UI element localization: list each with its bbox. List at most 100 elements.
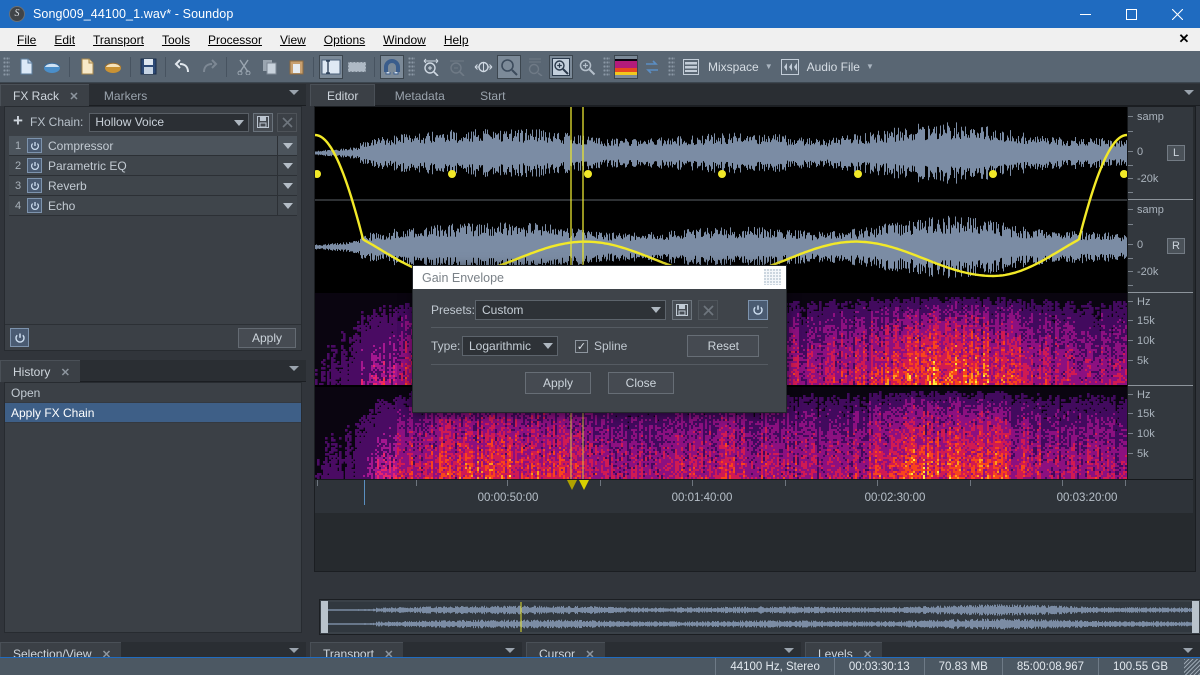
delete-chain-icon[interactable] xyxy=(277,112,297,132)
fx-apply-button[interactable]: Apply xyxy=(238,327,296,348)
power-icon[interactable] xyxy=(27,198,42,213)
toolbar-grip[interactable] xyxy=(3,56,10,77)
channel-badge-l[interactable]: L xyxy=(1167,145,1185,161)
waveform-view[interactable] xyxy=(315,107,1127,293)
fx-chain-select[interactable]: Hollow Voice xyxy=(89,112,249,132)
menu-processor[interactable]: Processor xyxy=(199,30,271,50)
tab-fx-rack-close-icon[interactable]: ✕ xyxy=(69,91,78,103)
power-icon[interactable] xyxy=(27,138,42,153)
dialog-title-bar[interactable]: Gain Envelope xyxy=(413,266,786,289)
mixspace-icon[interactable] xyxy=(679,55,703,79)
toolbar-grip-4[interactable] xyxy=(668,56,675,77)
menu-tools[interactable]: Tools xyxy=(153,30,199,50)
maximize-button[interactable] xyxy=(1108,0,1154,28)
save-preset-icon[interactable] xyxy=(672,300,693,320)
time-selection-tool-icon[interactable] xyxy=(319,54,343,79)
audio-file-chevron-down-icon[interactable]: ▼ xyxy=(866,62,874,71)
overview-navigator[interactable] xyxy=(319,599,1200,635)
snap-magnet-icon[interactable] xyxy=(380,54,404,79)
power-icon[interactable] xyxy=(27,178,42,193)
time-ruler[interactable]: 00:00:50:00 00:01:40:00 00:02:30:00 00:0… xyxy=(315,479,1193,513)
tab-selection-view-close-icon[interactable]: ✕ xyxy=(102,649,111,661)
new-document-icon[interactable] xyxy=(75,55,99,79)
fx-row-parametric-eq[interactable]: 2 Parametric EQ xyxy=(9,155,297,176)
menu-help[interactable]: Help xyxy=(435,30,478,50)
zoom-selection-icon[interactable] xyxy=(497,54,521,79)
menu-file[interactable]: File xyxy=(8,30,45,50)
tab-editor[interactable]: Editor xyxy=(310,84,376,106)
copy-icon[interactable] xyxy=(258,55,282,79)
spectral-view-icon[interactable] xyxy=(614,54,638,79)
selection-start-marker[interactable] xyxy=(567,480,577,490)
fx-options-chevron-down-icon[interactable] xyxy=(277,155,297,176)
fx-options-chevron-down-icon[interactable] xyxy=(277,175,297,196)
toggle-view-icon[interactable] xyxy=(640,55,664,79)
selection-view-panel-menu-icon[interactable] xyxy=(289,648,299,653)
mixspace-label[interactable]: Mixspace xyxy=(704,60,763,74)
close-button[interactable]: Close xyxy=(608,372,674,394)
resize-grip-icon[interactable] xyxy=(1184,658,1200,675)
levels-panel-menu-icon[interactable] xyxy=(1183,648,1193,653)
zoom-in-time-icon[interactable] xyxy=(419,55,443,79)
new-file-icon[interactable] xyxy=(14,55,38,79)
tab-history[interactable]: History ✕ xyxy=(0,360,80,382)
close-button[interactable] xyxy=(1154,0,1200,28)
reset-button[interactable]: Reset xyxy=(687,335,760,357)
cursor-marker[interactable] xyxy=(579,480,589,490)
transport-panel-menu-icon[interactable] xyxy=(505,648,515,653)
tab-start[interactable]: Start xyxy=(464,85,521,107)
menu-window[interactable]: Window xyxy=(374,30,435,50)
presets-select[interactable]: Custom xyxy=(475,300,667,320)
audio-file-icon[interactable] xyxy=(778,55,802,79)
open-file-icon[interactable] xyxy=(40,55,64,79)
overview-right-handle[interactable] xyxy=(1192,601,1199,633)
zoom-out-time-icon[interactable] xyxy=(445,55,469,79)
zoom-in-vertical-icon[interactable] xyxy=(575,55,599,79)
paste-icon[interactable] xyxy=(284,55,308,79)
fx-rack-power-icon[interactable] xyxy=(10,328,29,347)
close-document-icon[interactable]: ✕ xyxy=(1176,31,1192,47)
toolbar-grip-3[interactable] xyxy=(603,56,610,77)
save-icon[interactable] xyxy=(136,55,160,79)
zoom-out-amplitude-icon[interactable] xyxy=(523,55,547,79)
zoom-in-amplitude-icon[interactable] xyxy=(549,54,573,79)
overview-left-handle[interactable] xyxy=(321,601,328,633)
history-panel-menu-icon[interactable] xyxy=(289,366,299,371)
fx-row-echo[interactable]: 4 Echo xyxy=(9,195,297,216)
menu-view[interactable]: View xyxy=(271,30,315,50)
cut-icon[interactable] xyxy=(232,55,256,79)
gain-envelope-dialog[interactable]: Gain Envelope Presets: Custom Type: Loga… xyxy=(412,265,787,413)
plus-icon[interactable]: + xyxy=(9,112,27,131)
undo-icon[interactable] xyxy=(171,55,195,79)
toolbar-grip-2[interactable] xyxy=(408,56,415,77)
tab-metadata[interactable]: Metadata xyxy=(379,85,461,107)
spline-checkbox[interactable]: ✓ xyxy=(575,339,588,353)
tab-transport-close-icon[interactable]: ✕ xyxy=(384,649,393,661)
dialog-resize-grip[interactable] xyxy=(764,269,781,285)
power-icon[interactable] xyxy=(27,158,42,173)
menu-edit[interactable]: Edit xyxy=(45,30,84,50)
history-item-apply-fx-chain[interactable]: Apply FX Chain xyxy=(5,403,301,423)
redo-icon[interactable] xyxy=(197,55,221,79)
tab-history-close-icon[interactable]: ✕ xyxy=(61,367,70,379)
fx-row-reverb[interactable]: 3 Reverb xyxy=(9,175,297,196)
menu-transport[interactable]: Transport xyxy=(84,30,153,50)
dialog-power-icon[interactable] xyxy=(748,300,768,320)
delete-preset-icon[interactable] xyxy=(698,300,719,320)
type-select[interactable]: Logarithmic xyxy=(462,336,558,356)
apply-button[interactable]: Apply xyxy=(525,372,591,394)
cursor-panel-menu-icon[interactable] xyxy=(784,648,794,653)
minimize-button[interactable] xyxy=(1062,0,1108,28)
tab-cursor-close-icon[interactable]: ✕ xyxy=(585,649,594,661)
open-document-icon[interactable] xyxy=(101,55,125,79)
save-chain-icon[interactable] xyxy=(253,112,273,132)
editor-panel-menu-icon[interactable] xyxy=(1184,90,1194,95)
menu-options[interactable]: Options xyxy=(315,30,374,50)
audio-file-label[interactable]: Audio File xyxy=(803,60,864,74)
mixspace-chevron-down-icon[interactable]: ▼ xyxy=(765,62,773,71)
fx-rack-panel-menu-icon[interactable] xyxy=(289,90,299,95)
marquee-selection-tool-icon[interactable] xyxy=(345,55,369,79)
fx-options-chevron-down-icon[interactable] xyxy=(277,135,297,156)
zoom-full-icon[interactable] xyxy=(471,55,495,79)
channel-badge-r[interactable]: R xyxy=(1167,238,1185,254)
